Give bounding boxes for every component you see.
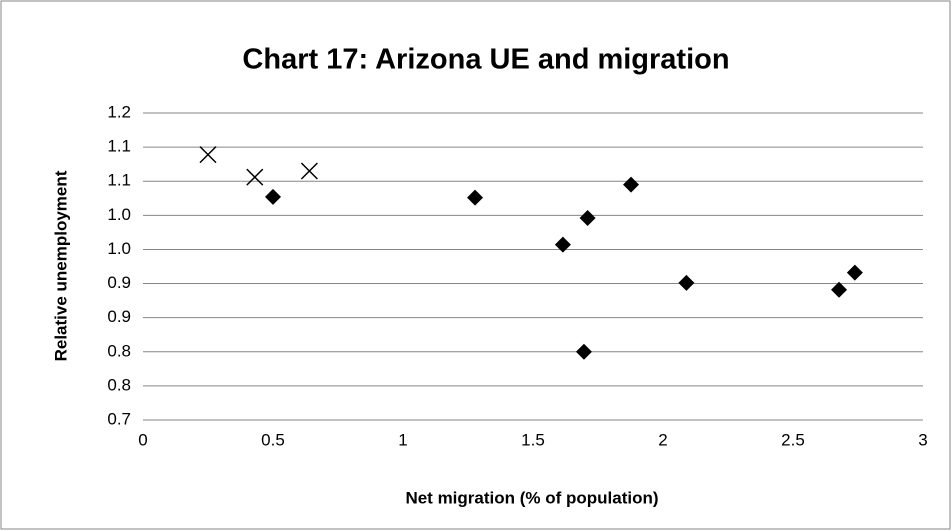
y-tick-label: 1.0 [107, 205, 131, 224]
point [199, 146, 217, 164]
y-tick-label: 0.8 [107, 341, 131, 360]
y-tick-label: 0.7 [107, 409, 131, 428]
point [579, 210, 596, 227]
y-tick-label: 1.1 [107, 171, 131, 190]
x-tick-label: 0 [138, 430, 147, 449]
y-tick-label: 0.9 [107, 273, 131, 292]
point [831, 281, 848, 298]
point [678, 274, 695, 291]
y-tick-label: 1.0 [107, 239, 131, 258]
x-tick-label: 0.5 [261, 430, 285, 449]
point [846, 264, 863, 281]
point [300, 162, 318, 180]
point [246, 168, 264, 186]
x-tick-label: 3 [918, 430, 927, 449]
y-axis-label: Relative unemployment [51, 170, 70, 361]
y-tick-label: 0.8 [107, 375, 131, 394]
y-tick-label: 1.2 [107, 102, 131, 121]
x-tick-label: 2.5 [781, 430, 805, 449]
point [554, 236, 571, 253]
point [467, 189, 484, 206]
point [575, 343, 592, 360]
point [623, 176, 640, 193]
point [265, 188, 281, 205]
x-tick-label: 1 [398, 430, 407, 449]
x-tick-label: 2 [658, 430, 667, 449]
y-tick-label: 1.1 [107, 137, 131, 156]
y-tick-label: 0.9 [107, 307, 131, 326]
chart-title: Chart 17: Arizona UE and migration [242, 44, 729, 76]
x-tick-label: 1.5 [521, 430, 545, 449]
x-axis-label: Net migration (% of population) [405, 488, 658, 507]
